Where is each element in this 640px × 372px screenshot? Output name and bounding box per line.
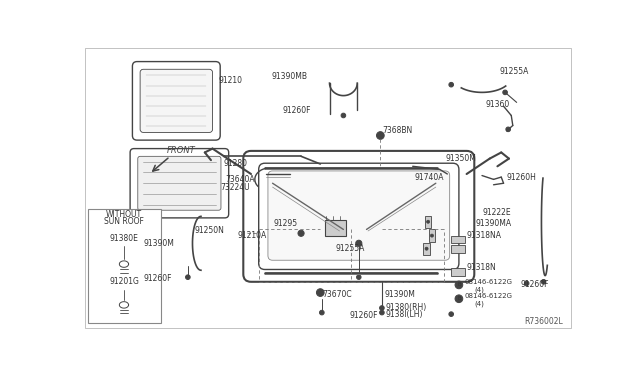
Text: FRONT: FRONT xyxy=(166,147,195,155)
Text: 91295: 91295 xyxy=(273,219,297,228)
Text: 91390MA: 91390MA xyxy=(475,219,511,228)
FancyBboxPatch shape xyxy=(130,148,228,218)
Bar xyxy=(451,245,465,253)
Text: 91740A: 91740A xyxy=(414,173,444,182)
Text: 91260F: 91260F xyxy=(520,280,549,289)
Circle shape xyxy=(503,90,508,95)
Text: 91390M: 91390M xyxy=(143,239,174,248)
Text: 91318NA: 91318NA xyxy=(467,231,502,240)
Text: 9138I(LH): 9138I(LH) xyxy=(386,310,423,319)
FancyBboxPatch shape xyxy=(84,48,572,328)
Text: WITHOUT: WITHOUT xyxy=(106,209,142,218)
Text: 91210A: 91210A xyxy=(237,231,266,240)
Text: 91260F: 91260F xyxy=(349,311,378,320)
Circle shape xyxy=(298,230,304,236)
FancyBboxPatch shape xyxy=(259,163,459,269)
Text: SUN ROOF: SUN ROOF xyxy=(104,217,144,226)
Circle shape xyxy=(186,275,190,279)
Text: 91390M: 91390M xyxy=(384,291,415,299)
Text: (4): (4) xyxy=(474,300,484,307)
FancyBboxPatch shape xyxy=(243,151,474,282)
Circle shape xyxy=(449,82,454,87)
FancyBboxPatch shape xyxy=(138,156,221,210)
Circle shape xyxy=(376,132,384,140)
Circle shape xyxy=(431,234,433,237)
FancyBboxPatch shape xyxy=(140,69,212,132)
Text: 91201G: 91201G xyxy=(109,277,139,286)
Text: B: B xyxy=(457,282,461,288)
Circle shape xyxy=(449,312,454,317)
Text: 91210: 91210 xyxy=(219,76,243,84)
Text: 91360: 91360 xyxy=(486,100,510,109)
Circle shape xyxy=(524,281,529,286)
Text: 08146-6122G: 08146-6122G xyxy=(464,293,512,299)
Circle shape xyxy=(341,113,346,118)
Text: 91260F: 91260F xyxy=(144,274,172,283)
Text: B: B xyxy=(457,296,461,301)
Circle shape xyxy=(356,240,362,246)
Text: R736002L: R736002L xyxy=(524,317,563,326)
Text: 91318N: 91318N xyxy=(467,263,497,272)
Bar xyxy=(425,216,431,228)
Bar xyxy=(451,235,465,243)
Circle shape xyxy=(541,279,546,284)
Circle shape xyxy=(316,289,324,296)
Text: 73640A: 73640A xyxy=(225,175,255,184)
Bar xyxy=(424,243,429,255)
Text: (4): (4) xyxy=(474,286,484,293)
FancyBboxPatch shape xyxy=(268,171,450,260)
Circle shape xyxy=(356,275,361,279)
Text: 91390MB: 91390MB xyxy=(272,73,308,81)
Text: 73224U: 73224U xyxy=(220,183,250,192)
FancyBboxPatch shape xyxy=(132,62,220,140)
Circle shape xyxy=(455,281,463,289)
Circle shape xyxy=(455,295,463,302)
Text: 91380E: 91380E xyxy=(109,234,138,243)
Circle shape xyxy=(319,310,324,315)
Circle shape xyxy=(380,310,384,315)
Circle shape xyxy=(506,127,511,132)
Text: 91280: 91280 xyxy=(223,160,247,169)
Text: 91222E: 91222E xyxy=(483,208,511,217)
Text: 91260H: 91260H xyxy=(507,173,536,182)
Text: 91350M: 91350M xyxy=(445,154,476,163)
Text: 73670C: 73670C xyxy=(322,291,351,299)
Text: 7368BN: 7368BN xyxy=(382,126,412,135)
Bar xyxy=(325,220,346,235)
Circle shape xyxy=(426,220,429,223)
Text: 91260F: 91260F xyxy=(283,106,311,115)
Text: 91255A: 91255A xyxy=(336,244,365,253)
Text: 91380(RH): 91380(RH) xyxy=(386,304,427,312)
Circle shape xyxy=(425,247,428,250)
FancyBboxPatch shape xyxy=(88,209,161,323)
Text: 91255A: 91255A xyxy=(500,67,529,76)
Text: 91250N: 91250N xyxy=(194,227,224,235)
Bar xyxy=(451,268,465,276)
Circle shape xyxy=(380,306,384,310)
Bar xyxy=(429,230,435,242)
Text: 08146-6122G: 08146-6122G xyxy=(464,279,512,285)
